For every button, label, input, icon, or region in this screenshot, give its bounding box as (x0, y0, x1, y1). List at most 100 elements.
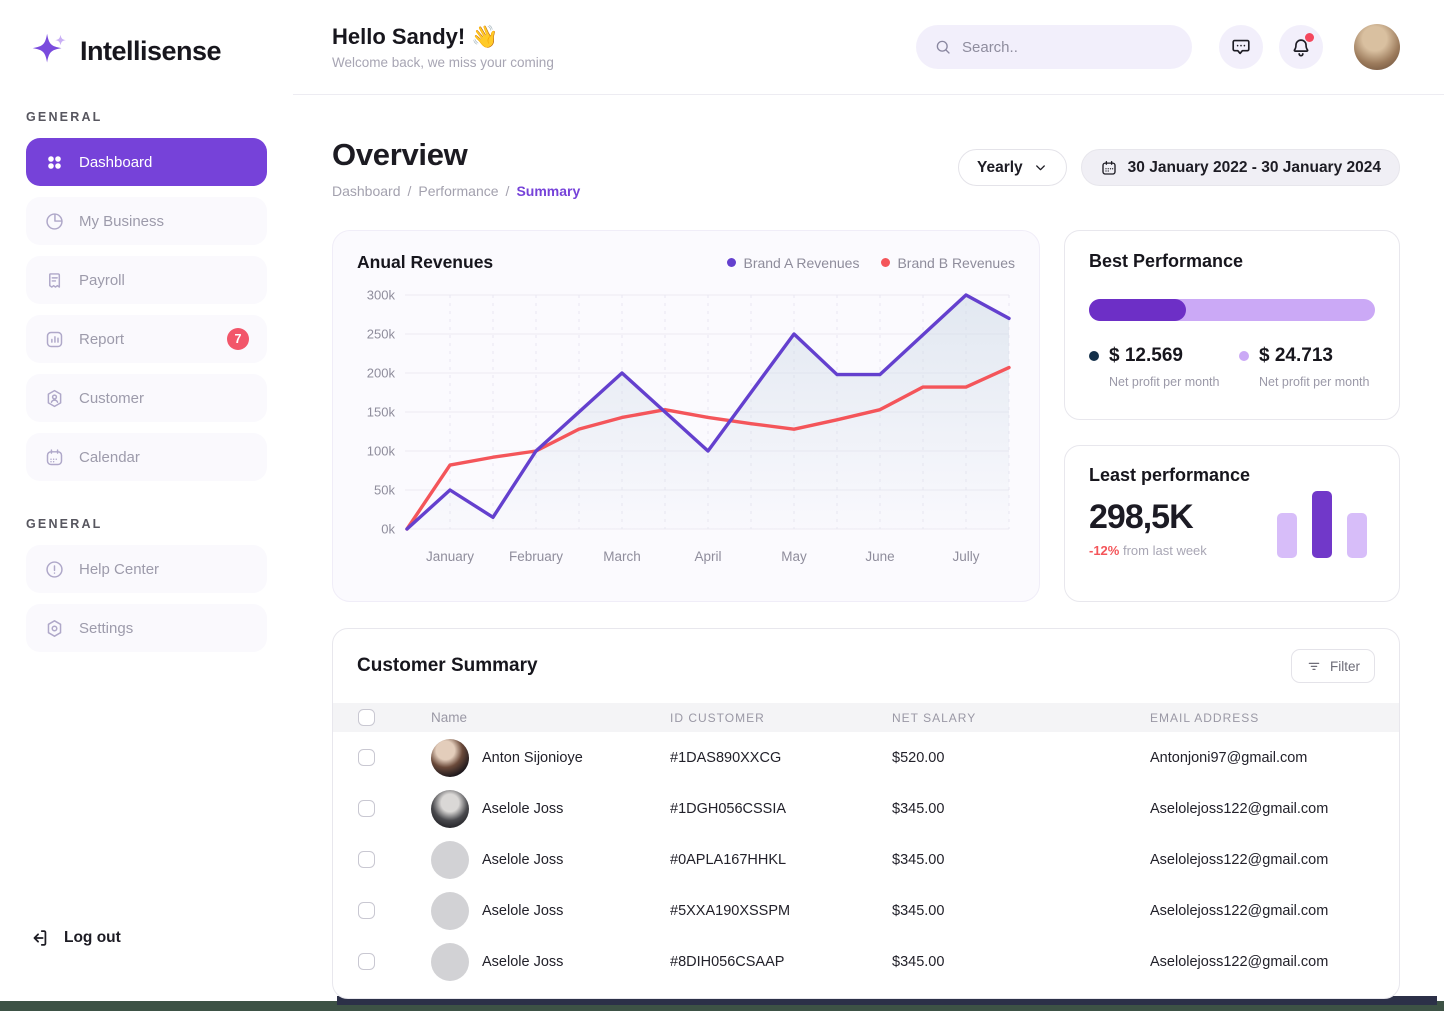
page-title-block: Overview Dashboard / Performance / Summa… (332, 137, 580, 199)
search-icon (936, 40, 950, 54)
annual-revenues-chart: 300k 250k 200k 150k 100k 50k 0k January February… (367, 288, 1011, 564)
table-row: Aselole Joss #0APLA167HHKL $345.00 Aselo… (333, 834, 1399, 885)
row-avatar (431, 738, 469, 777)
sidebar-item-settings[interactable]: Settings (26, 604, 267, 652)
least-performance-stat: 298,5K -12% from last week (1089, 486, 1207, 558)
logout-label: Log out (64, 929, 121, 946)
notifications-button[interactable] (1279, 25, 1323, 69)
stat-dot-b (1239, 351, 1249, 361)
bottom-navy-bar (337, 996, 1437, 1005)
calendar-small-icon (1101, 160, 1116, 175)
column-header-id: ID CUSTOMER (670, 710, 765, 725)
stat-net-profit-a: $ 12.569 Net profit per month (1089, 345, 1239, 389)
svg-text:150k: 150k (367, 405, 396, 420)
stat-label: Net profit per month (1259, 375, 1370, 389)
row-checkbox[interactable] (358, 902, 375, 919)
sidebar-item-dashboard[interactable]: Dashboard (26, 138, 267, 186)
sidebar-item-label: Payroll (79, 271, 125, 289)
sidebar-section-label: GENERAL (26, 110, 103, 124)
search-input[interactable] (962, 38, 1174, 56)
table-row: Aselole Joss #5XXA190XSSPM $345.00 Aselo… (333, 885, 1399, 936)
best-performance-progress-track (1089, 299, 1375, 321)
sidebar-item-label: Settings (79, 619, 134, 637)
row-checkbox[interactable] (358, 953, 375, 970)
svg-text:January: January (426, 549, 474, 564)
report-chart-icon (46, 331, 63, 347)
customer-summary-title: Customer Summary (357, 655, 538, 676)
mini-bar (1277, 513, 1297, 558)
legend-dot-brand-a (727, 258, 737, 267)
least-performance-value: 298,5K (1089, 498, 1194, 536)
breadcrumb-item[interactable]: Dashboard (332, 183, 401, 199)
customer-salary: $345.00 (892, 851, 945, 868)
table-row: Anton Sijonioye #1DAS890XXCG $520.00 Ant… (333, 732, 1399, 783)
svg-text:Jully: Jully (952, 549, 979, 564)
logout-icon (33, 930, 47, 946)
customer-name: Anton Sijonioye (482, 749, 583, 766)
greeting-text: Hello Sandy! (332, 24, 466, 49)
customer-name: Aselole Joss (482, 953, 564, 970)
svg-text:March: March (603, 549, 641, 564)
period-value: Yearly (976, 158, 1023, 176)
wave-emoji: 👋 (471, 24, 499, 49)
sidebar-item-payroll[interactable]: Payroll (26, 256, 267, 304)
mini-bar-chart (1277, 491, 1367, 558)
pie-chart-icon (46, 212, 63, 230)
stat-value: $ 24.713 (1259, 345, 1333, 366)
customer-email: Aselolejoss122@gmail.com (1150, 902, 1329, 919)
sidebar-item-label: Help Center (79, 560, 160, 578)
best-performance-card: Best Performance $ 12.569 Net profit per… (1064, 230, 1400, 420)
messages-button[interactable] (1219, 25, 1263, 69)
row-checkbox[interactable] (358, 800, 375, 817)
sidebar-item-customer[interactable]: Customer (26, 374, 267, 422)
customer-id: #1DGH056CSSIA (670, 800, 787, 817)
customer-id: #1DAS890XXCG (670, 749, 782, 766)
svg-text:May: May (781, 549, 807, 564)
sidebar-item-calendar[interactable]: Calendar (26, 433, 267, 481)
svg-text:200k: 200k (367, 366, 396, 381)
sidebar-item-report[interactable]: Report 7 (26, 315, 267, 363)
top-header: Hello Sandy! 👋 Welcome back, we miss you… (293, 0, 1444, 95)
customer-id: #0APLA167HHKL (670, 851, 787, 868)
stat-net-profit-b: $ 24.713 Net profit per month (1239, 345, 1369, 389)
date-range-picker[interactable]: 30 January 2022 - 30 January 2024 (1080, 149, 1400, 186)
sidebar-item-help-center[interactable]: Help Center (26, 545, 267, 593)
help-icon (46, 560, 63, 578)
search-bar[interactable] (916, 25, 1192, 69)
annual-revenues-card: Anual Revenues Brand A Revenues Brand B … (332, 230, 1040, 602)
least-performance-title: Least performance (1089, 465, 1251, 485)
select-all-checkbox[interactable] (358, 709, 375, 726)
svg-text:100k: 100k (367, 444, 396, 459)
legend-label: Brand A Revenues (743, 254, 860, 271)
greeting-title: Hello Sandy! 👋 (332, 24, 554, 50)
best-performance-title: Best Performance (1089, 251, 1244, 271)
customer-salary: $345.00 (892, 902, 945, 919)
dashboard-grid-icon (48, 155, 61, 169)
customer-id: #5XXA190XSSPM (670, 902, 791, 919)
breadcrumb-current: Summary (516, 183, 581, 199)
period-dropdown[interactable]: Yearly (957, 149, 1067, 186)
filter-icon (1308, 662, 1320, 670)
greeting-subtitle: Welcome back, we miss your coming (332, 55, 554, 70)
row-checkbox[interactable] (358, 749, 375, 766)
mini-bar (1312, 491, 1332, 558)
chat-bubble-icon (1232, 39, 1250, 55)
customer-salary: $345.00 (892, 800, 945, 817)
customer-name: Aselole Joss (482, 800, 564, 817)
sidebar-item-label: My Business (79, 212, 165, 230)
sidebar-item-my-business[interactable]: My Business (26, 197, 267, 245)
user-avatar[interactable] (1354, 24, 1400, 70)
best-performance-progress-fill (1089, 299, 1187, 321)
chart-title: Anual Revenues (357, 252, 494, 272)
filter-button[interactable]: Filter (1291, 649, 1375, 683)
row-checkbox[interactable] (358, 851, 375, 868)
sidebar-item-label: Dashboard (79, 153, 153, 171)
least-performance-card: Least performance 298,5K -12% from last … (1064, 445, 1400, 602)
table-header-row: Name ID CUSTOMER NET SALARY EMAIL ADDRES… (333, 703, 1399, 732)
filter-label: Filter (1330, 658, 1360, 674)
logout-button[interactable]: Log out (28, 927, 121, 949)
sidebar-item-label: Calendar (79, 448, 140, 466)
chart-legend: Brand A Revenues Brand B Revenues (727, 255, 1015, 271)
row-avatar-placeholder (431, 891, 469, 930)
breadcrumb-item[interactable]: Performance (418, 183, 499, 199)
